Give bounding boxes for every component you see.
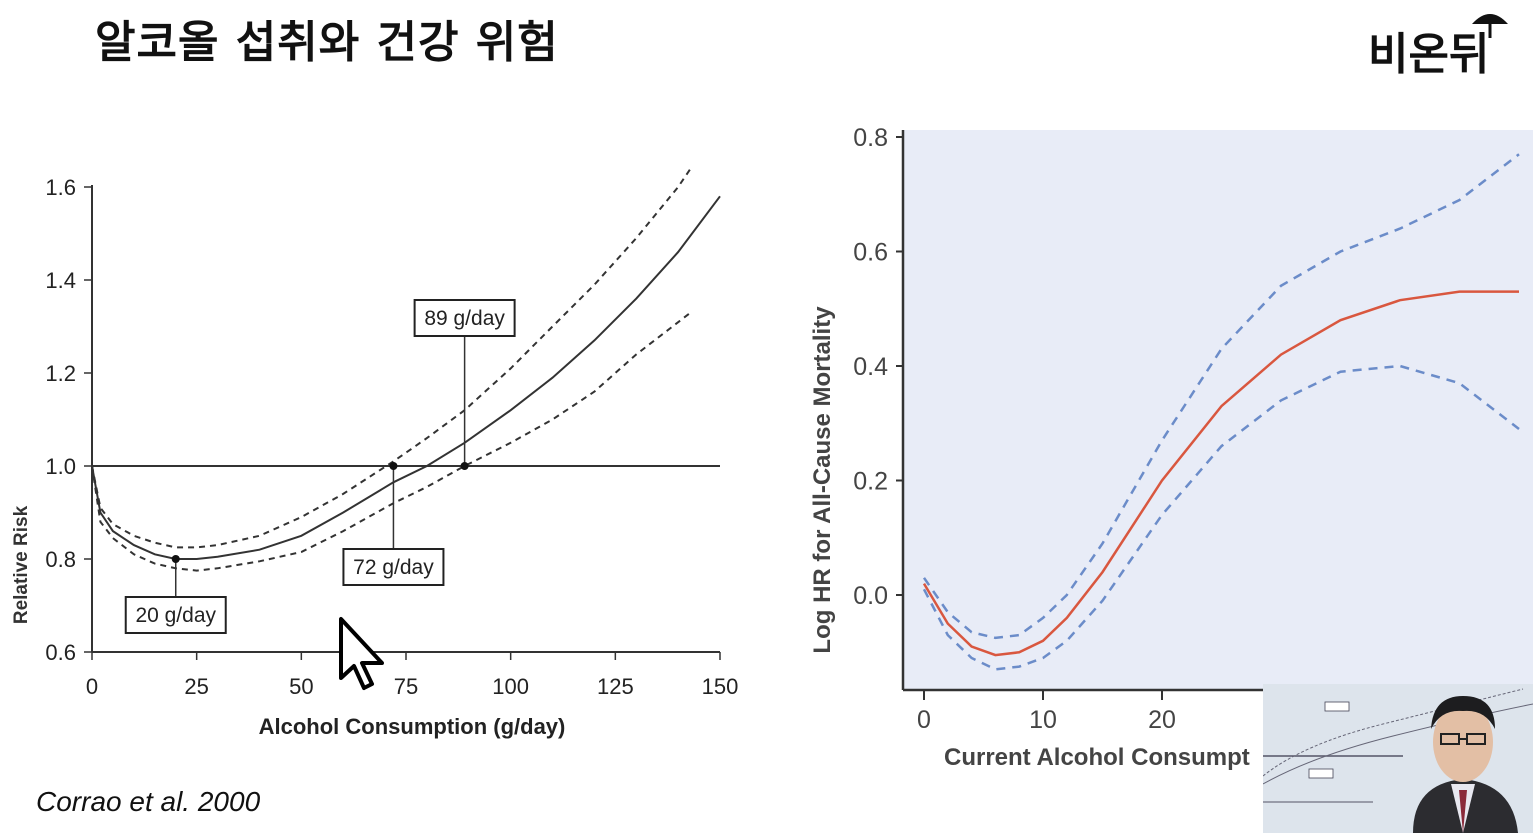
left-x-tick-label: 125 <box>597 674 634 699</box>
left-x-tick-label: 100 <box>492 674 529 699</box>
left-annotation-label: 89 g/day <box>424 307 505 330</box>
left-y-tick-label: 1.4 <box>45 268 76 293</box>
left-annotations: 20 g/day 72 g/day 89 g/day <box>124 299 516 634</box>
left-ci-line <box>91 167 692 549</box>
left-x-tick-label: 0 <box>86 674 98 699</box>
citation: Corrao et al. 2000 <box>36 786 261 817</box>
left-y-tick-label: 1.0 <box>45 454 76 479</box>
left-y-tick-label: 0.8 <box>45 547 76 572</box>
left-x-tick-label: 150 <box>702 674 739 699</box>
left-x-axis-label: Alcohol Consumption (g/day) <box>259 714 566 739</box>
brand-logo: 비온뒤 <box>1368 29 1490 80</box>
right-ci-line <box>922 153 1520 640</box>
left-chart: 0 25 50 75 100 125 150 0.6 0.8 1.0 1.2 1.4 1.6 20 g/… <box>11 167 738 739</box>
left-y-tick-label: 0.6 <box>45 640 76 665</box>
right-ci-line <box>922 364 1520 671</box>
left-risk-line <box>91 195 721 560</box>
right-x-tick-label: 20 <box>1148 706 1176 734</box>
mouse-cursor-icon <box>339 617 384 690</box>
right-y-tick-label: 0.4 <box>853 353 888 381</box>
left-ci-line <box>91 311 692 572</box>
right-y-tick-label: 0.6 <box>853 239 888 267</box>
left-y-tick-label: 1.2 <box>45 361 76 386</box>
presenter-webcam <box>1263 684 1533 833</box>
left-annotation-box <box>124 596 227 634</box>
right-ticks: 0 10 20 0.0 0.2 0.4 0.6 0.8 <box>853 124 1176 734</box>
left-annotation-point <box>171 555 180 563</box>
left-annotation-point <box>389 462 398 470</box>
left-ticks: 0 25 50 75 100 125 150 0.6 0.8 1.0 1.2 1.4 1.6 <box>45 175 738 699</box>
right-x-tick-label: 10 <box>1029 706 1057 734</box>
left-y-tick-label: 1.6 <box>45 175 76 200</box>
left-annotation-label: 20 g/day <box>135 604 216 627</box>
right-series <box>922 153 1520 671</box>
right-log-hr-line <box>922 290 1519 657</box>
right-y-tick-label: 0.8 <box>853 124 888 152</box>
left-x-tick-label: 25 <box>184 674 208 699</box>
left-annotation-point <box>460 462 469 470</box>
right-y-axis-label: Log HR for All-Cause Mortality <box>809 306 836 654</box>
left-x-tick-label: 75 <box>394 674 418 699</box>
left-series <box>91 167 721 572</box>
left-annotation-box <box>342 548 445 586</box>
slide-title: 알코올 섭취와 건강 위험 <box>95 17 559 68</box>
right-x-axis-label: Current Alcohol Consumpt <box>944 744 1250 771</box>
left-annotation-label: 72 g/day <box>353 556 434 579</box>
umbrella-icon <box>1472 14 1508 38</box>
presenter-video-frame <box>1263 684 1533 833</box>
right-x-tick-label: 0 <box>917 706 931 734</box>
left-x-tick-label: 50 <box>289 674 313 699</box>
right-chart: 0 10 20 0.0 0.2 0.4 0.6 0.8 Current Alcohol Con… <box>809 124 1533 771</box>
right-y-tick-label: 0.0 <box>853 582 888 610</box>
right-y-tick-label: 0.2 <box>853 468 888 496</box>
left-y-axis-label: Relative Risk <box>11 505 32 624</box>
left-annotation-box <box>413 299 516 337</box>
